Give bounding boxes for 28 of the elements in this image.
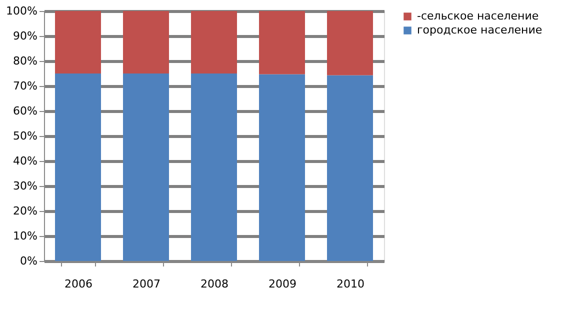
legend-label: городское население [417,24,542,36]
y-tick-label: 0% [20,254,38,268]
y-tick-label: 60% [13,104,38,118]
y-tick-label: 90% [13,30,38,42]
bar [55,11,101,74]
y-tick-label: 80% [13,54,38,68]
bar [191,11,237,74]
bar [259,11,305,74]
bar [191,74,237,261]
x-tick-label: 2006 [64,278,92,290]
y-tick-label: 50% [13,130,38,142]
y-tick-label: 100% [6,4,38,18]
x-tick-label: 2010 [336,278,364,290]
x-tick-label: 2009 [268,278,296,290]
bar [55,74,101,261]
bar [327,75,373,261]
y-tick-label: 10% [13,230,38,242]
y-tick-label: 70% [13,80,38,92]
y-tick-label: 40% [13,154,38,168]
x-tick-label: 2008 [200,278,228,290]
bar [123,74,169,261]
bar [259,74,305,261]
legend-label: -сельское население [417,10,539,22]
x-tick-label: 2007 [132,278,160,290]
y-tick-label: 20% [13,204,38,218]
bar [327,11,373,76]
bar [123,11,169,74]
y-tick-label: 30% [13,180,38,192]
